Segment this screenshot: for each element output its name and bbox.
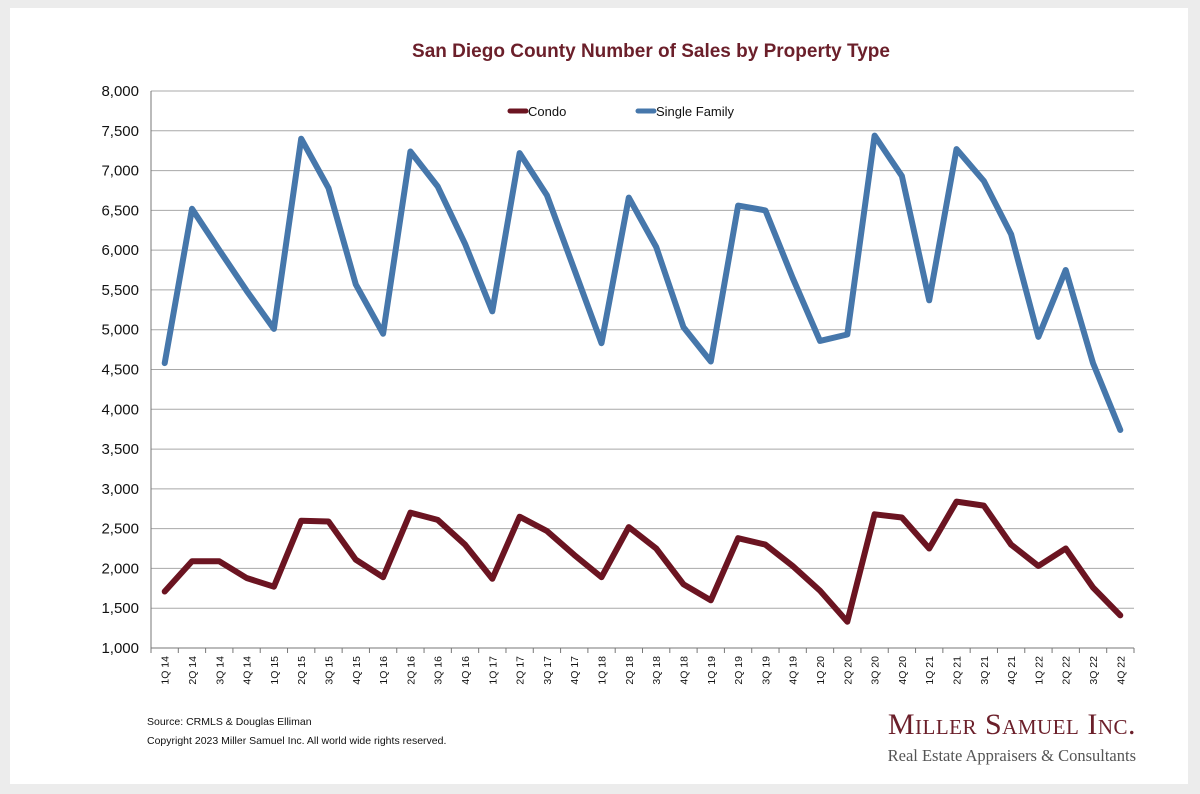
x-tick-label: 3Q 21: [979, 656, 991, 685]
x-tick-label: 1Q 17: [487, 656, 499, 685]
x-tick-label: 1Q 19: [706, 656, 718, 685]
x-tick-label: 4Q 22: [1115, 656, 1127, 685]
y-tick-label: 2,500: [101, 521, 139, 538]
y-tick-label: 6,000: [101, 242, 139, 259]
x-tick-label: 3Q 20: [870, 656, 882, 685]
x-tick-label: 4Q 17: [569, 656, 581, 685]
y-tick-label: 3,000: [101, 481, 139, 498]
y-tick-label: 7,500: [101, 123, 139, 140]
copyright-note: Copyright 2023 Miller Samuel Inc. All wo…: [147, 735, 447, 747]
y-tick-label: 8,000: [101, 83, 139, 100]
x-tick-label: 1Q 16: [378, 656, 390, 685]
legend: Condo Single Family: [507, 104, 735, 119]
brand-logo-tagline: Real Estate Appraisers & Consultants: [887, 746, 1136, 765]
x-tick-label: 3Q 18: [651, 656, 663, 685]
x-tick-label: 2Q 17: [515, 656, 527, 685]
brand-logo-name: Miller Samuel Inc.: [887, 708, 1136, 741]
y-tick-label: 3,500: [101, 441, 139, 458]
x-tick-label: 2Q 18: [624, 656, 636, 685]
x-tick-label: 2Q 16: [405, 656, 417, 685]
x-tick-label: 1Q 14: [160, 656, 172, 685]
chart-title: San Diego County Number of Sales by Prop…: [412, 41, 890, 62]
x-tick-label: 4Q 20: [897, 656, 909, 685]
y-tick-label: 5,500: [101, 282, 139, 299]
x-tick-label: 4Q 18: [678, 656, 690, 685]
x-tick-label: 1Q 18: [597, 656, 609, 685]
y-tick-label: 5,000: [101, 322, 139, 339]
y-tick-label: 1,000: [101, 640, 139, 657]
source-note: Source: CRMLS & Douglas Elliman: [147, 716, 312, 728]
x-tick-label: 2Q 15: [296, 656, 308, 685]
legend-label: Condo: [528, 104, 566, 119]
series-lines: [161, 132, 1124, 625]
y-tick-label: 6,500: [101, 202, 139, 219]
y-tick-label: 4,000: [101, 401, 139, 418]
x-tick-label: 1Q 20: [815, 656, 827, 685]
x-tick-label: 3Q 14: [214, 656, 226, 685]
x-tick-label: 2Q 20: [842, 656, 854, 685]
series-line-single-family: [161, 132, 1124, 433]
x-tick-label: 4Q 19: [788, 656, 800, 685]
x-tick-label: 3Q 17: [542, 656, 554, 685]
series-line-condo: [161, 498, 1124, 625]
x-tick-label: 3Q 16: [433, 656, 445, 685]
x-tick-label: 3Q 19: [760, 656, 772, 685]
y-tick-label: 2,000: [101, 560, 139, 577]
y-axis: 1,000 1,500 2,000 2,500 3,000 3,500 4,000 4,500…: [101, 83, 152, 657]
x-tick-label: 1Q 22: [1033, 656, 1045, 685]
x-tick-label: 1Q 21: [924, 656, 936, 685]
y-tick-label: 4,500: [101, 362, 139, 379]
chart-frame: San Diego County Number of Sales by Prop…: [10, 8, 1188, 784]
legend-label: Single Family: [656, 104, 735, 119]
x-tick-label: 2Q 21: [952, 656, 964, 685]
x-tick-label: 4Q 15: [351, 656, 363, 685]
line-chart: San Diego County Number of Sales by Prop…: [101, 41, 1135, 685]
x-tick-label: 1Q 15: [269, 656, 281, 685]
y-tick-label: 7,000: [101, 163, 139, 180]
gridlines: [151, 90, 1134, 649]
x-tick-label: 3Q 15: [323, 656, 335, 685]
x-tick-label: 4Q 21: [1006, 656, 1018, 685]
x-tick-label: 3Q 22: [1088, 656, 1100, 685]
x-tick-label: 4Q 16: [460, 656, 472, 685]
x-tick-label: 2Q 22: [1061, 656, 1073, 685]
x-tick-label: 2Q 14: [187, 656, 199, 685]
x-tick-label: 2Q 19: [733, 656, 745, 685]
x-tick-label: 4Q 14: [242, 656, 254, 685]
y-tick-label: 1,500: [101, 600, 139, 617]
x-axis: 1Q 14 2Q 14 3Q 14 4Q 14 1Q 15 2Q 15 3Q 15 4Q 15…: [150, 647, 1135, 685]
